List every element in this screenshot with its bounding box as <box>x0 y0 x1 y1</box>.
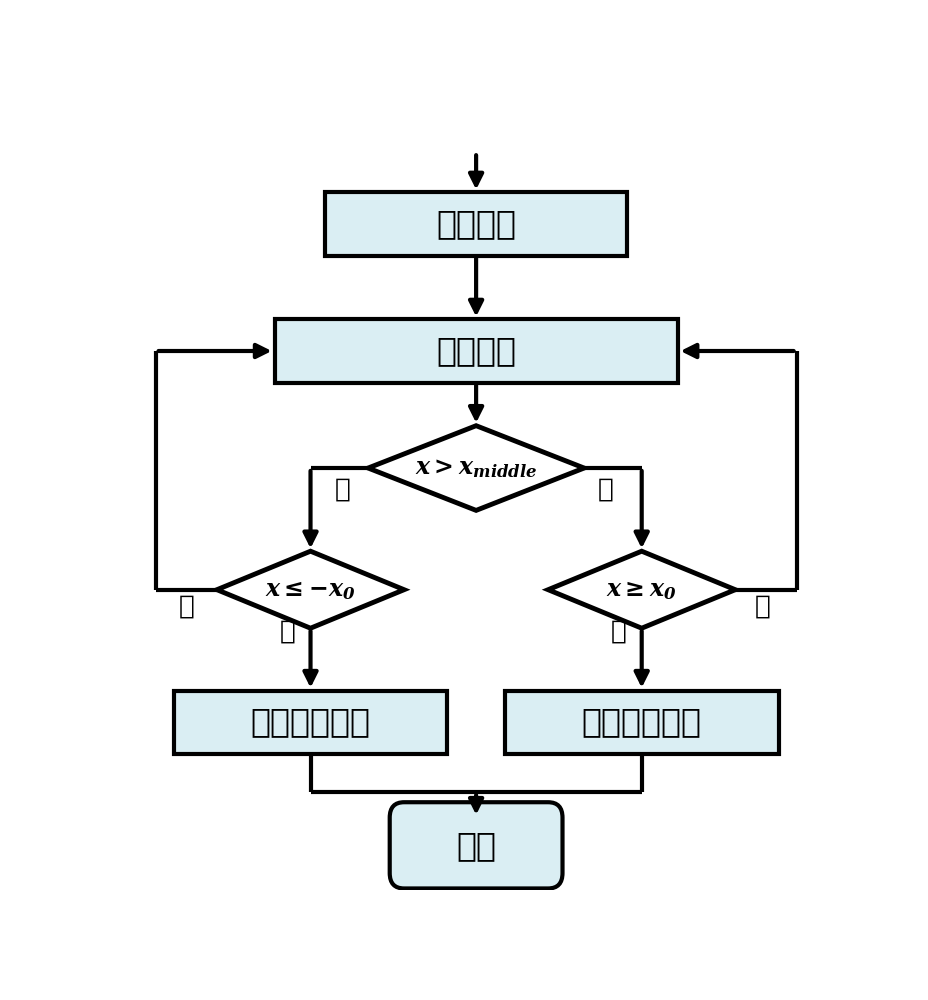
FancyBboxPatch shape <box>325 192 626 256</box>
FancyBboxPatch shape <box>505 691 778 754</box>
FancyBboxPatch shape <box>390 802 561 888</box>
FancyBboxPatch shape <box>275 319 677 383</box>
Text: 是: 是 <box>610 619 625 645</box>
Text: 控制系统: 控制系统 <box>435 334 516 367</box>
Text: 是: 是 <box>279 619 295 645</box>
Text: 结束: 结束 <box>456 829 496 862</box>
Text: 数据采集: 数据采集 <box>435 207 516 240</box>
Polygon shape <box>367 426 584 510</box>
Text: 左侧气缸点火: 左侧气缸点火 <box>251 706 370 739</box>
FancyBboxPatch shape <box>174 691 447 754</box>
Text: $\bfit{x}$$\bfit{\geq}$$\bfit{x}_{\bfit{0}}$: $\bfit{x}$$\bfit{\geq}$$\bfit{x}_{\bfit{… <box>606 578 677 602</box>
Text: 右侧气缸点火: 右侧气缸点火 <box>581 706 701 739</box>
Text: 否: 否 <box>754 594 769 620</box>
Text: 否: 否 <box>335 477 351 503</box>
Polygon shape <box>217 551 404 628</box>
Text: 否: 否 <box>178 594 194 620</box>
Polygon shape <box>548 551 735 628</box>
Text: $\bfit{x}$$\bfit{\leq}$$\bfit{-x}_{\bfit{0}}$: $\bfit{x}$$\bfit{\leq}$$\bfit{-x}_{\bfit… <box>264 578 355 602</box>
Text: $\bfit{x}$$\bfit{>}$$\bfit{x}_{\bfit{middle}}$: $\bfit{x}$$\bfit{>}$$\bfit{x}_{\bfit{mid… <box>415 456 536 480</box>
Text: 是: 是 <box>597 477 613 503</box>
